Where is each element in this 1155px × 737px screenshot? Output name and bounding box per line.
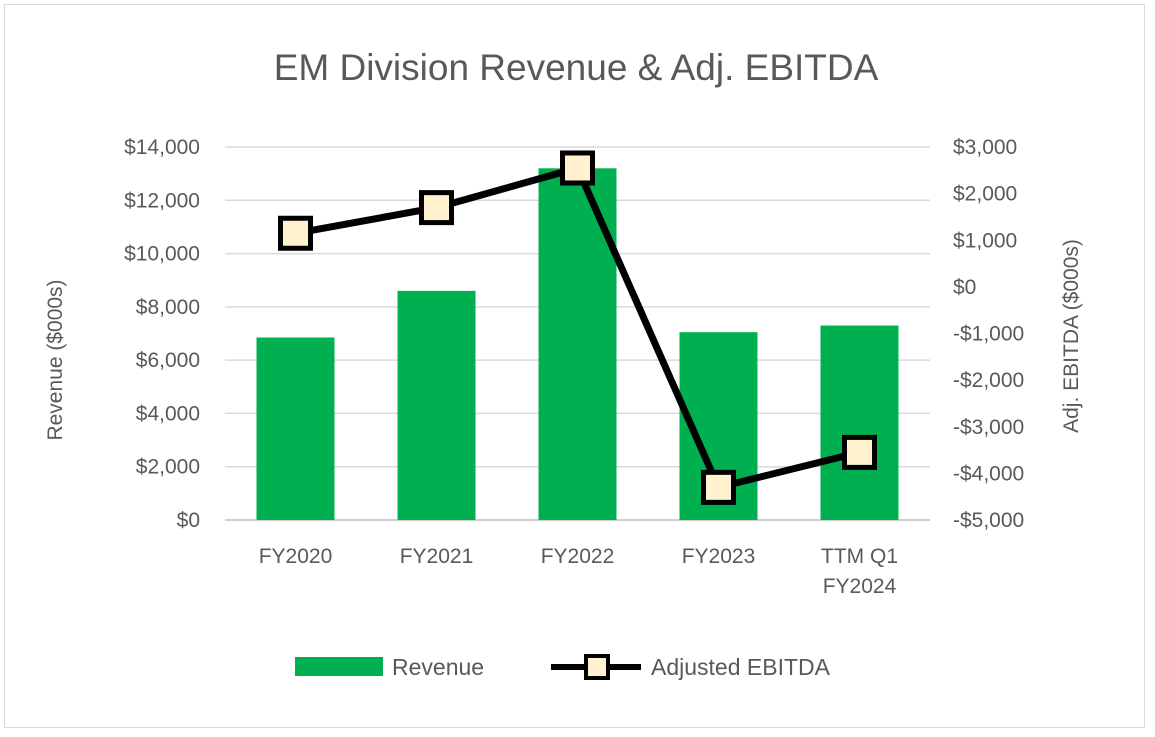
legend: Revenue Adjusted EBITDA	[295, 654, 831, 680]
ebitda-marker	[278, 215, 313, 251]
x-tick-label: FY2020	[259, 545, 333, 568]
ebitda-marker	[560, 150, 595, 186]
right-tick-label: -$2,000	[953, 369, 1024, 392]
right-tick-label: $1,000	[953, 229, 1017, 252]
x-tick-label: FY2021	[400, 545, 474, 568]
revenue-bar	[538, 168, 617, 521]
ebitda-line	[278, 150, 877, 505]
legend-label-revenue: Revenue	[392, 654, 484, 680]
left-tick-label: $14,000	[124, 136, 200, 159]
x-tick-label: FY2024	[823, 575, 897, 598]
left-tick-label: $12,000	[124, 189, 200, 212]
left-tick-label: $6,000	[136, 349, 200, 372]
right-tick-label: $3,000	[953, 136, 1017, 159]
right-axis-ticks: -$5,000 -$4,000 -$3,000 -$2,000 -$1,000 $0 $1,…	[953, 136, 1024, 532]
right-axis-label: Adj. EBITDA ($000s)	[1060, 239, 1083, 433]
ebitda-marker	[701, 469, 736, 505]
right-tick-label: -$3,000	[953, 416, 1024, 439]
left-tick-label: $8,000	[136, 296, 200, 319]
x-axis-ticks: FY2020 FY2021 FY2022 FY2023 TTM Q1 FY2024	[259, 545, 898, 598]
x-tick-label: FY2023	[682, 545, 756, 568]
ebitda-marker	[842, 434, 877, 470]
left-tick-label: $2,000	[136, 456, 200, 479]
left-axis-ticks: $0 $2,000 $4,000 $6,000 $8,000 $10,000 $12,000…	[124, 136, 200, 532]
ebitda-marker	[419, 190, 454, 226]
revenue-bar	[820, 325, 899, 520]
left-tick-label: $0	[177, 509, 200, 532]
left-tick-label: $4,000	[136, 402, 200, 425]
right-tick-label: -$5,000	[953, 509, 1024, 532]
right-tick-label: -$1,000	[953, 323, 1024, 346]
legend-label-ebitda: Adjusted EBITDA	[651, 654, 831, 680]
left-axis-label: Revenue ($000s)	[44, 279, 67, 440]
revenue-bar	[256, 337, 335, 520]
x-tick-label: TTM Q1	[821, 545, 898, 568]
x-tick-label: FY2022	[541, 545, 615, 568]
legend-marker-ebitda	[584, 654, 610, 680]
right-tick-label: $0	[953, 276, 976, 299]
right-tick-label: $2,000	[953, 183, 1017, 206]
chart-title: EM Division Revenue & Adj. EBITDA	[274, 47, 879, 88]
revenue-bar	[397, 290, 476, 520]
right-tick-label: -$4,000	[953, 462, 1024, 485]
left-tick-label: $10,000	[124, 243, 200, 266]
legend-swatch-revenue	[295, 657, 383, 676]
